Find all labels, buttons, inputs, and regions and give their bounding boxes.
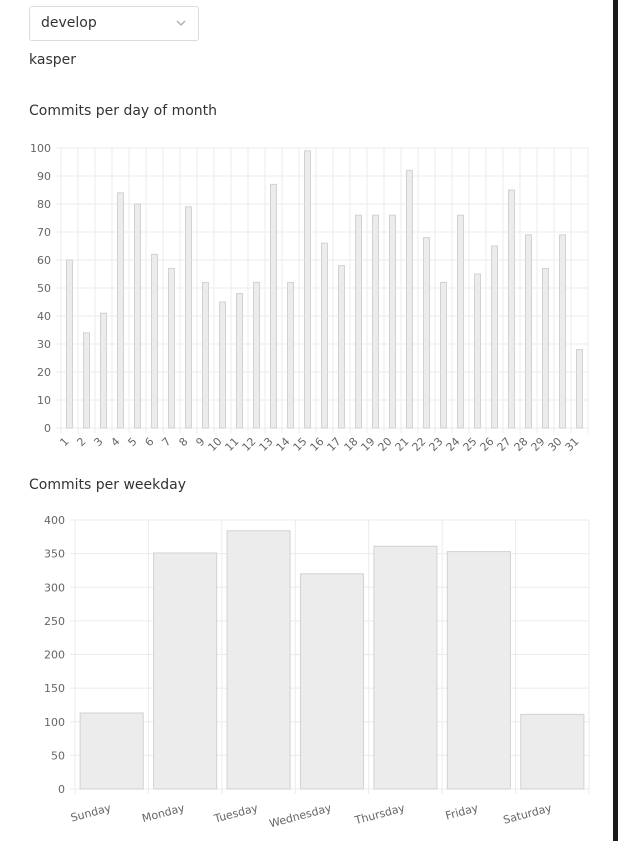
x-tick-label: 1 — [57, 435, 71, 449]
bar — [373, 545, 438, 790]
bar — [338, 265, 345, 429]
x-tick-label: Saturday — [502, 801, 554, 827]
bar — [226, 530, 291, 790]
bar — [236, 293, 243, 429]
bar — [153, 552, 218, 790]
bar — [457, 214, 464, 429]
bar — [134, 203, 141, 429]
bar — [525, 234, 532, 429]
bar — [287, 281, 294, 429]
x-tick-label: Monday — [141, 801, 187, 825]
chart-title-weekday: Commits per weekday — [29, 477, 186, 493]
bar — [406, 169, 413, 429]
x-tick-label: 2 — [74, 435, 88, 449]
y-tick-label: 100 — [30, 142, 51, 155]
bar — [299, 573, 365, 790]
bar — [576, 349, 583, 429]
chevron-down-icon — [176, 20, 186, 26]
branch-select[interactable]: develop — [29, 6, 199, 41]
y-tick-label: 150 — [44, 682, 65, 695]
y-tick-label: 250 — [44, 615, 65, 628]
x-tick-label: Friday — [444, 801, 480, 822]
x-tick-label: 7 — [159, 435, 173, 449]
x-tick-label: 9 — [193, 435, 207, 449]
x-tick-label: Tuesday — [212, 801, 260, 826]
x-tick-label: 3 — [91, 435, 105, 449]
bar — [491, 245, 498, 429]
x-tick-label: 8 — [176, 435, 190, 449]
y-tick-label: 70 — [37, 226, 51, 239]
bar — [168, 267, 175, 429]
bar — [304, 150, 311, 429]
user-name: kasper — [29, 52, 76, 68]
bar — [440, 281, 447, 429]
y-tick-label: 90 — [37, 170, 51, 183]
bar — [66, 259, 73, 429]
bar — [185, 206, 192, 429]
chart-commits-per-weekday: 0 50 100 150 200 250 300 350 400 Sunday Monday Tues… — [44, 514, 590, 830]
y-tick-label: 200 — [44, 649, 65, 662]
y-tick-label: 20 — [37, 366, 51, 379]
y-tick-label: 0 — [44, 422, 51, 435]
bar — [253, 281, 260, 429]
bar — [542, 267, 549, 429]
y-tick-label: 50 — [37, 282, 51, 295]
y-tick-label: 30 — [37, 338, 51, 351]
y-tick-label: 300 — [44, 581, 65, 594]
y-tick-label: 100 — [44, 716, 65, 729]
bar — [202, 281, 209, 429]
bar — [83, 332, 90, 429]
x-tick-label: Thursday — [352, 801, 406, 827]
bar — [270, 183, 277, 429]
y-tick-label: 400 — [44, 514, 65, 527]
bar — [508, 189, 515, 429]
bar — [559, 234, 566, 429]
bar — [520, 713, 585, 790]
branch-select-value: develop — [41, 15, 97, 31]
y-tick-label: 350 — [44, 548, 65, 561]
x-tick-label: Wednesday — [268, 801, 333, 830]
bar — [389, 214, 396, 429]
bar — [117, 192, 124, 429]
bar — [446, 551, 511, 790]
bar — [423, 237, 430, 429]
bar — [79, 712, 144, 790]
bar — [372, 214, 379, 429]
y-tick-label: 40 — [37, 310, 51, 323]
bar — [151, 253, 158, 429]
y-tick-label: 50 — [51, 749, 65, 762]
bar — [474, 273, 481, 429]
y-tick-label: 10 — [37, 394, 51, 407]
x-tick-label: Sunday — [69, 801, 113, 824]
x-tick-label: 4 — [108, 435, 122, 449]
x-tick-label: 31 — [563, 435, 582, 454]
x-tick-label: 5 — [125, 435, 139, 449]
y-tick-label: 80 — [37, 198, 51, 211]
bar — [219, 301, 226, 429]
y-tick-label: 0 — [58, 783, 65, 796]
chart-title-month: Commits per day of month — [29, 103, 218, 119]
bar — [355, 214, 362, 429]
bar — [321, 242, 328, 429]
bar — [100, 312, 107, 429]
y-tick-label: 60 — [37, 254, 51, 267]
x-tick-label: 6 — [142, 435, 156, 449]
